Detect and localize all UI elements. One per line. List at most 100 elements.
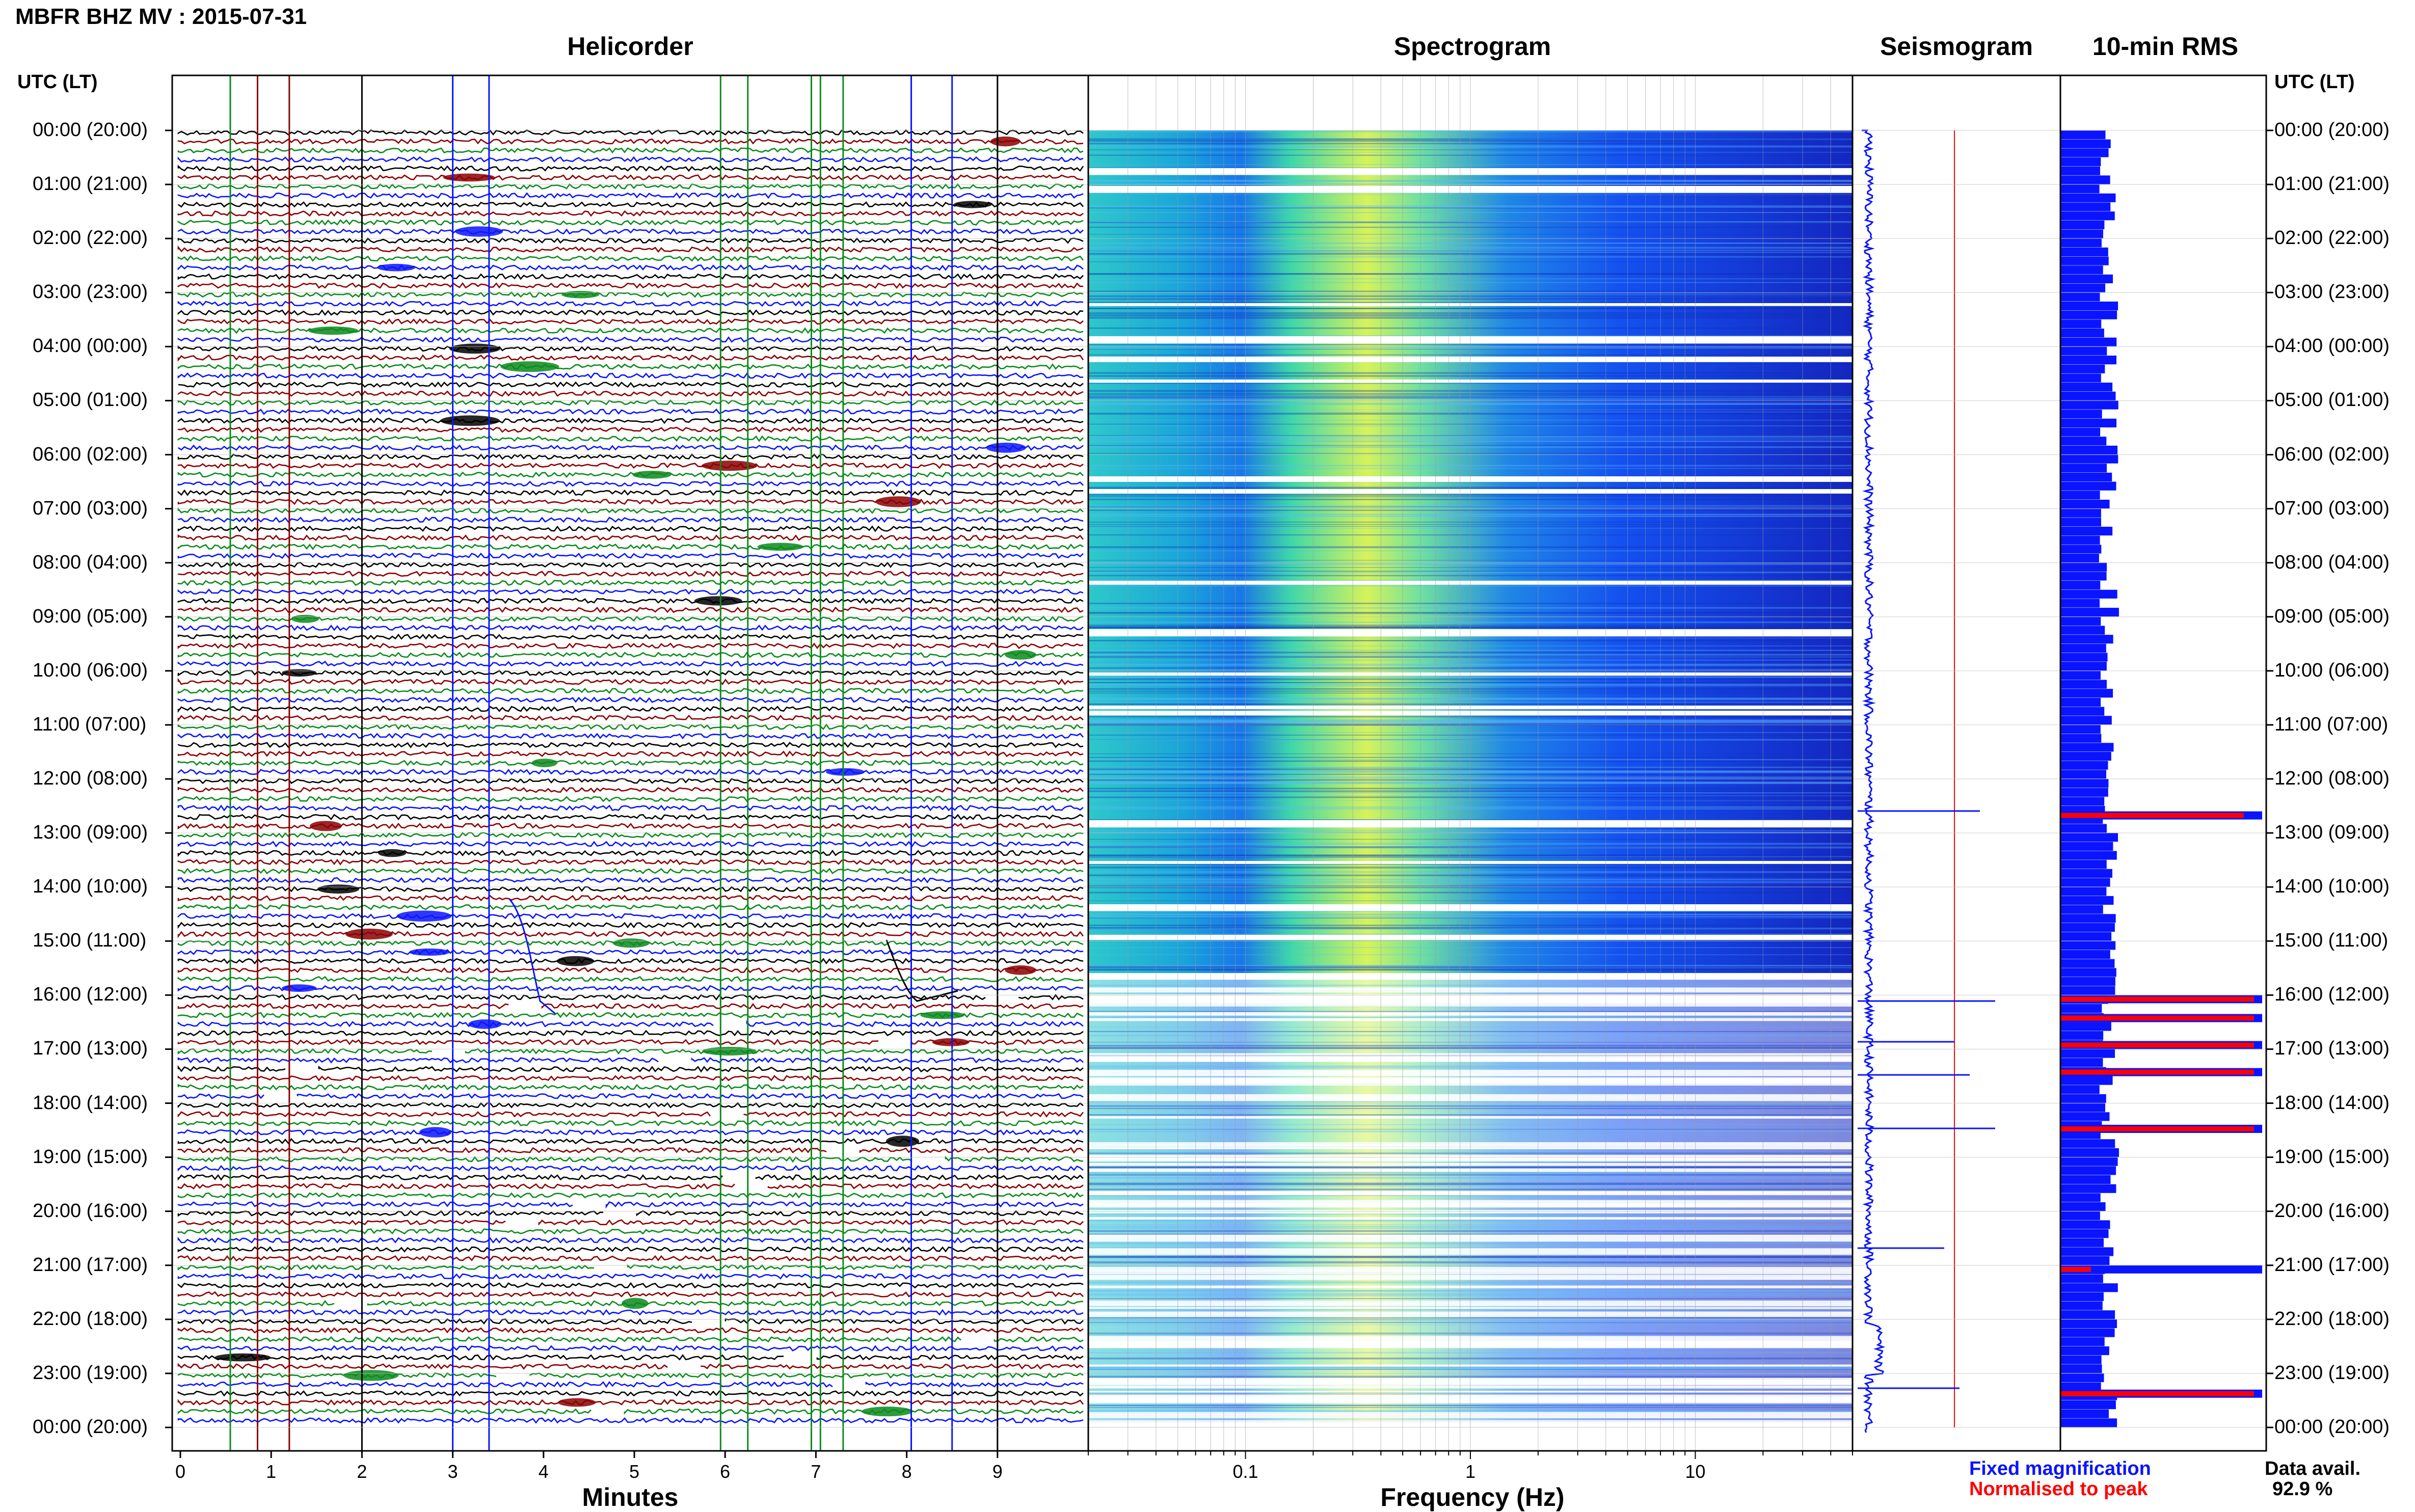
helicorder-trace	[177, 1354, 1084, 1361]
time-label-left: 10:00 (06:00)	[33, 659, 148, 681]
helicorder-trace	[177, 1111, 1084, 1118]
helicorder-trace	[177, 669, 1084, 677]
helicorder-trace	[177, 993, 1084, 1001]
helicorder-event	[612, 938, 650, 948]
rms-bar	[2060, 553, 2099, 563]
rms-bar	[2060, 499, 2110, 509]
helicorder-panel	[177, 75, 1084, 1451]
helicorder-trace	[177, 895, 1084, 902]
rms-bar	[2060, 599, 2100, 608]
helicorder-trace	[177, 237, 1084, 244]
time-label-left: 15:00 (11:00)	[33, 930, 147, 952]
helicorder-trace	[177, 426, 1084, 433]
helicorder-event	[419, 1127, 452, 1138]
helicorder-trace	[177, 912, 1084, 920]
helicorder-trace	[177, 571, 1084, 577]
rms-bar	[2060, 301, 2118, 311]
rms-bar	[2060, 770, 2106, 779]
spectrogram-xlabel: Frequency (Hz)	[1380, 1483, 1565, 1511]
helicorder-event	[622, 1298, 649, 1309]
helicorder-trace	[177, 1057, 1084, 1064]
helicorder-trace	[177, 245, 1084, 253]
seismogram-panel	[1858, 129, 1995, 1433]
time-label-right: 14:00 (10:00)	[2274, 876, 2390, 898]
time-label-right: 13:00 (09:00)	[2274, 822, 2390, 844]
spectrogram-tick-label: 10	[1685, 1461, 1706, 1482]
helicorder-trace	[177, 796, 1084, 802]
rms-bar	[2060, 445, 2118, 454]
time-label-right: 21:00 (17:00)	[2274, 1254, 2390, 1276]
data-avail-value: 92.9 %	[2272, 1478, 2333, 1500]
rms-bar	[2060, 761, 2108, 770]
rms-bar	[2060, 535, 2100, 545]
helicorder-trace	[177, 165, 1084, 172]
helicorder-trace	[177, 1075, 1084, 1082]
helicorder-trace	[177, 723, 1084, 731]
time-label-left: 14:00 (10:00)	[33, 876, 148, 898]
helicorder-trace	[177, 291, 1084, 298]
rms-bar	[2060, 1139, 2115, 1148]
helicorder-title: Helicorder	[567, 32, 693, 61]
rms-bar	[2060, 391, 2116, 400]
helicorder-event	[377, 263, 416, 272]
rms-bar	[2060, 472, 2112, 482]
helicorder-event	[308, 326, 358, 335]
rms-bar	[2060, 130, 2106, 140]
rms-bar	[2060, 608, 2119, 617]
helicorder-trace	[177, 1155, 1084, 1163]
helicorder-trace	[177, 1390, 1084, 1397]
helicorder-trace	[177, 931, 1084, 938]
helicorder-trace	[177, 841, 1084, 848]
rms-spike-normalised	[2060, 1042, 2254, 1048]
helicorder-event	[282, 669, 317, 677]
time-label-left: 04:00 (00:00)	[33, 335, 148, 357]
rms-bar	[2060, 724, 2101, 734]
rms-bar	[2060, 346, 2107, 356]
helicorder-trace	[177, 255, 1084, 262]
rms-spike-normalised	[2060, 813, 2244, 818]
rms-bar	[2060, 526, 2113, 536]
rms-bar	[2060, 383, 2113, 392]
rms-bar	[2060, 1157, 2118, 1166]
time-label-left: 23:00 (19:00)	[33, 1362, 148, 1384]
rms-bar	[2060, 697, 2101, 707]
time-label-right: 03:00 (23:00)	[2274, 281, 2390, 303]
rms-bar	[2060, 1238, 2104, 1247]
helicorder-trace	[177, 1417, 1084, 1424]
helicorder-trace	[177, 1174, 1084, 1181]
time-label-left: 08:00 (04:00)	[33, 551, 148, 573]
helicorder-tick-label: 8	[901, 1461, 912, 1482]
rms-bar	[2060, 1301, 2103, 1310]
rms-bar	[2060, 878, 2110, 887]
rms-bar	[2060, 1400, 2116, 1410]
helicorder-trace	[177, 561, 1084, 569]
helicorder-trace	[177, 1309, 1084, 1316]
helicorder-trace	[177, 300, 1084, 307]
rms-bar	[2060, 364, 2105, 373]
rms-bar	[2060, 418, 2117, 427]
rms-bar	[2060, 1346, 2109, 1356]
rms-bar	[2060, 184, 2100, 194]
time-label-left: 17:00 (13:00)	[33, 1038, 148, 1060]
time-label-right: 23:00 (19:00)	[2274, 1362, 2390, 1384]
helicorder-transient	[508, 899, 556, 1015]
helicorder-trace	[177, 1363, 1084, 1370]
helicorder-tick-label: 0	[175, 1461, 186, 1482]
rms-bar	[2060, 1319, 2117, 1329]
helicorder-trace	[177, 264, 1084, 271]
helicorder-trace	[177, 976, 1084, 982]
time-label-left: 13:00 (09:00)	[33, 822, 148, 844]
helicorder-trace	[177, 1120, 1084, 1127]
rms-bar	[2060, 1076, 2113, 1085]
rms-bar	[2060, 842, 2113, 851]
helicorder-trace	[177, 534, 1084, 542]
time-label-right: 22:00 (18:00)	[2274, 1308, 2390, 1330]
rms-bar	[2060, 139, 2111, 148]
helicorder-trace	[177, 372, 1084, 379]
time-label-left: 00:00 (20:00)	[33, 119, 148, 141]
helicorder-event	[632, 471, 672, 479]
rms-bar	[2060, 797, 2105, 806]
time-label-right: 00:00 (20:00)	[2274, 119, 2390, 141]
rms-bar	[2060, 1229, 2109, 1238]
helicorder-trace	[177, 949, 1084, 955]
